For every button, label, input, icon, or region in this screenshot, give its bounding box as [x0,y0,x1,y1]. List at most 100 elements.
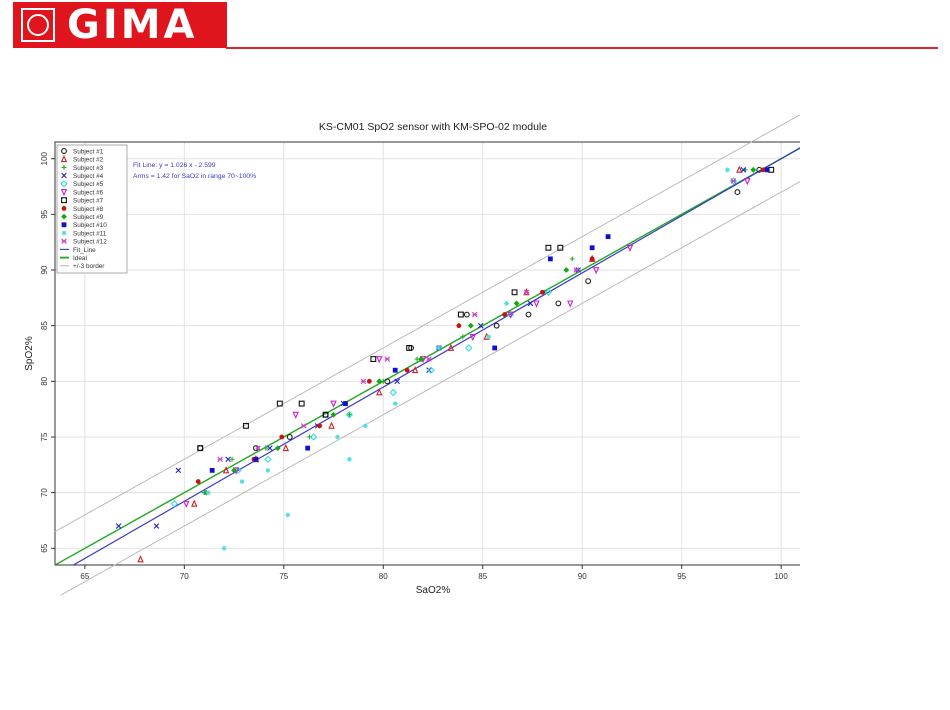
data-point [366,378,372,384]
data-point [115,523,122,529]
data-point [418,356,424,362]
data-point [298,400,305,407]
data-point [573,267,580,273]
data-point [477,322,484,329]
data-point [457,311,464,318]
data-point [309,433,318,441]
series-11 [205,167,730,551]
data-point [265,467,271,473]
legend-marker [61,206,67,211]
legend-label: Subject #8 [73,206,104,213]
data-point [183,500,190,509]
data-point [285,512,291,518]
data-point [456,323,462,329]
data-point [267,445,273,451]
legend-label: Ideal [73,255,87,262]
data-point [322,411,329,418]
data-point [533,300,540,308]
x-tick-label: 75 [279,572,288,581]
data-point [447,343,455,351]
data-point [527,300,534,307]
legend-marker [61,213,67,220]
reference-lines [55,147,800,565]
data-point [427,366,435,374]
data-point [153,523,160,529]
data-point [376,388,383,396]
header-rule [226,47,938,49]
data-point [209,467,215,473]
data-point [191,499,198,507]
fit-line [72,147,800,565]
ideal-line [55,147,800,565]
data-point [545,244,552,251]
fit-annotation: Fit Line: y = 1.026 x - 2.599 [133,162,216,169]
data-point [493,322,500,329]
y-tick-label: 65 [40,543,49,552]
data-point [286,434,293,440]
legend-label: Subject #2 [73,157,104,164]
data-point [436,345,442,351]
border-line [60,180,800,595]
x-tick-label: 100 [774,572,788,581]
data-point [736,165,743,173]
data-point [317,423,322,429]
data-point [486,334,492,340]
data-point [300,423,307,429]
data-point [426,367,432,373]
data-point [389,388,397,397]
data-point [525,311,532,318]
data-point [274,445,281,452]
data-point [276,400,283,407]
legend-marker [61,172,67,179]
data-point [335,434,340,440]
data-point [426,356,432,362]
legend-label: Subject #1 [73,148,104,155]
data-point [507,311,514,319]
data-point [392,401,398,406]
legend-box [56,144,128,274]
data-point [467,322,474,329]
data-point [502,312,508,317]
data-point [345,411,354,419]
data-point [234,466,242,475]
data-point [547,256,553,262]
data-point [376,378,383,385]
data-point [170,500,179,508]
data-point [544,288,553,296]
data-point [394,378,400,385]
y-axis-label: SpO2% [24,336,35,371]
data-point [243,422,249,429]
legend-marker [61,148,67,154]
data-point [740,167,747,173]
series-7 [197,166,775,452]
data-point [729,177,738,185]
data-point [205,490,211,496]
data-point [195,479,201,484]
data-point [744,178,751,186]
legend-marker [60,154,68,163]
data-point [557,244,564,251]
data-point [463,311,470,318]
y-tick-label: 80 [40,376,49,385]
data-points [115,165,775,563]
legend-label: Subject #10 [73,222,107,229]
data-point [282,443,290,452]
data-point [239,479,245,484]
legend-marker [61,197,67,204]
data-point [469,333,477,342]
data-point [292,411,299,419]
legend-label: Subject #12 [73,239,107,246]
data-point [222,466,230,474]
data-point [626,244,634,252]
legend-label: +/-3 border [73,263,105,270]
data-point [725,167,730,173]
chart-title: KS-CM01 SpO2 sensor with KM-SPO-02 modul… [319,121,547,133]
data-point [279,434,285,440]
data-point [362,423,368,429]
data-point [504,301,510,306]
legend-label: Fit_Line [73,247,96,254]
x-axis-label: SaO2% [416,585,451,595]
legend-marker [60,189,68,197]
data-point [523,289,530,296]
y-tick-label: 100 [40,151,49,165]
